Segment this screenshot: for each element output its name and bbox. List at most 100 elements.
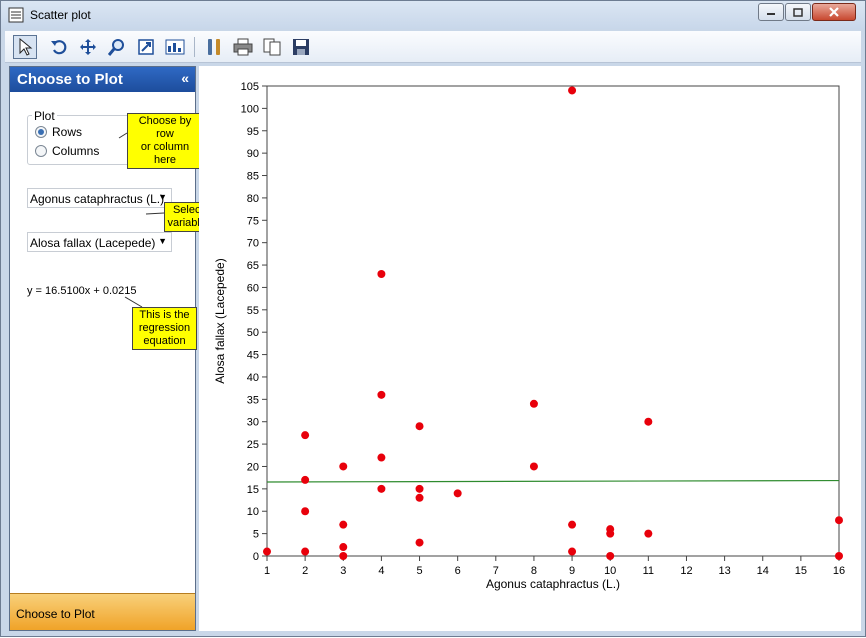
- y-tick-label: 40: [247, 372, 259, 384]
- y-tick-label: 10: [247, 506, 259, 518]
- y-ticks: 0 5 10 15 20 25 30 35 40 45 50 55 60 65 70 75 80 85 90 95 10…: [241, 81, 267, 563]
- callout-line: regression: [138, 322, 191, 334]
- panel-title: Choose to Plot: [17, 71, 123, 88]
- data-point: [377, 390, 386, 399]
- reset-rotate-button[interactable]: [47, 35, 71, 59]
- x-tick-label: 15: [795, 565, 807, 577]
- y-tick-label: 45: [247, 350, 259, 362]
- data-point: [606, 552, 615, 560]
- y-tick-label: 60: [247, 282, 259, 294]
- radio-rows-label: Rows: [52, 125, 83, 139]
- data-point: [644, 417, 653, 426]
- data-point: [301, 431, 310, 440]
- chart-data-button[interactable]: [163, 35, 187, 59]
- panel-header: Choose to Plot «: [10, 67, 195, 92]
- minimize-button[interactable]: [758, 3, 784, 21]
- y-tick-label: 85: [247, 171, 259, 183]
- callout-regression: This is the regression equation: [132, 307, 197, 350]
- radio-button-icon[interactable]: [35, 145, 47, 157]
- y-tick-label: 35: [247, 394, 259, 406]
- select-pointer-button[interactable]: [13, 35, 37, 59]
- dropdown-arrow-icon[interactable]: ▼: [158, 236, 167, 246]
- data-point: [415, 484, 424, 493]
- data-point: [835, 552, 843, 560]
- copy-button[interactable]: [260, 35, 284, 59]
- save-icon: [293, 39, 309, 55]
- data-point: [644, 529, 653, 538]
- close-button[interactable]: [812, 3, 856, 21]
- zoom-button[interactable]: [105, 35, 129, 59]
- plot-group-legend: Plot: [32, 109, 57, 123]
- y-tick-label: 0: [253, 551, 259, 563]
- y-tick-label: 100: [241, 103, 259, 115]
- data-point: [339, 552, 348, 560]
- export-chart-icon: [138, 39, 154, 55]
- pan-move-icon: [80, 39, 96, 55]
- x-tick-label: 11: [643, 565, 654, 577]
- app-icon: [8, 7, 24, 23]
- print-button[interactable]: [231, 35, 255, 59]
- y-tick-label: 15: [247, 484, 259, 496]
- y-tick-label: 80: [247, 193, 259, 205]
- data-point: [415, 422, 424, 431]
- radio-columns-label: Columns: [52, 144, 100, 158]
- data-point: [377, 270, 386, 278]
- x-tick-label: 3: [340, 565, 346, 577]
- collapse-panel-icon[interactable]: «: [181, 70, 189, 86]
- data-point: [377, 453, 386, 462]
- data-point: [453, 489, 462, 498]
- y-tick-label: 30: [247, 417, 259, 429]
- data-point: [529, 462, 538, 471]
- data-point: [606, 529, 615, 538]
- data-point: [415, 538, 424, 547]
- data-point: [568, 520, 577, 529]
- x-ticks: 1 2 3 4 5 6 7 8 9 10 11 12 13 14 15 16: [264, 556, 845, 577]
- x-tick-label: 6: [455, 565, 461, 577]
- data-point: [568, 547, 577, 556]
- x-axis-label: Agonus cataphractus (L.): [486, 577, 620, 591]
- x-tick-label: 5: [416, 565, 422, 577]
- data-point: [339, 520, 348, 529]
- dropdown-arrow-icon[interactable]: ▼: [158, 192, 167, 202]
- x-tick-label: 12: [680, 565, 692, 577]
- maximize-button[interactable]: [785, 3, 811, 21]
- select-pointer-icon: [19, 38, 33, 56]
- window-title: Scatter plot: [30, 8, 91, 22]
- callout-line: Choose by row: [138, 115, 192, 140]
- print-icon: [233, 38, 253, 56]
- pan-move-button[interactable]: [76, 35, 100, 59]
- title-bar[interactable]: Scatter plot: [1, 1, 865, 29]
- toolbar-separator: [194, 37, 195, 57]
- y-tick-label: 55: [247, 305, 259, 317]
- chart-data-icon: [165, 39, 185, 55]
- save-button[interactable]: [289, 35, 313, 59]
- y-tick-label: 70: [247, 238, 259, 250]
- radio-button-icon[interactable]: [35, 126, 47, 138]
- maximize-icon: [793, 7, 803, 17]
- data-point: [339, 462, 348, 471]
- y-tick-label: 90: [247, 148, 259, 160]
- chart-area: 0 5 10 15 20 25 30 35 40 45 50 55 60 65 70 75 80 85 90 95 10…: [199, 66, 861, 631]
- regression-line: [266, 479, 840, 483]
- scatter-chart[interactable]: 0510152025303540455055606570758085909510…: [199, 66, 861, 631]
- choose-to-plot-tab[interactable]: Choose to Plot: [10, 593, 195, 630]
- radio-columns[interactable]: Columns: [35, 144, 99, 158]
- data-point: [301, 507, 310, 516]
- y-tick-label: 75: [247, 215, 259, 227]
- x-tick-label: 2: [302, 565, 308, 577]
- data-point: [263, 547, 271, 556]
- radio-rows[interactable]: Rows: [35, 125, 82, 139]
- chart-properties-button[interactable]: [202, 35, 226, 59]
- y-axis-label: Alosa fallax (Lacepede): [213, 258, 227, 383]
- close-icon: [829, 7, 839, 17]
- y-variable-select[interactable]: Alosa fallax (Lacepede) ▼: [27, 232, 172, 252]
- regression-equation: y = 16.5100x + 0.0215: [27, 285, 137, 297]
- x-tick-label: 8: [531, 565, 537, 577]
- toolbar: [5, 31, 861, 63]
- x-variable-select[interactable]: Agonus cataphractus (L.) ▼: [27, 188, 172, 208]
- minimize-icon: [767, 13, 775, 15]
- x-tick-label: 14: [757, 565, 769, 577]
- export-chart-button[interactable]: [134, 35, 158, 59]
- copy-icon: [263, 38, 281, 56]
